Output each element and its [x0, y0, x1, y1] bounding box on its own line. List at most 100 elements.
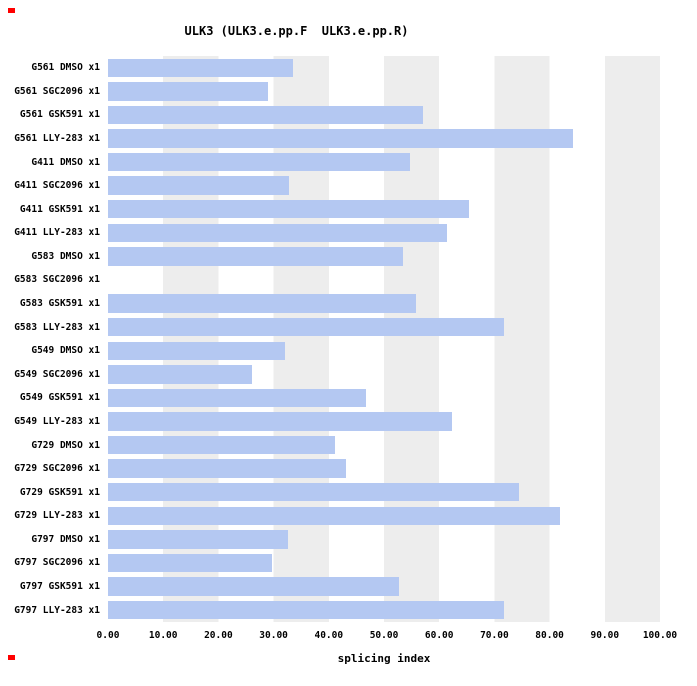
bar-track	[108, 600, 660, 620]
category-label: G411 LLY-283 x1	[14, 227, 100, 239]
category-label: G411 DMSO x1	[31, 156, 100, 168]
bar-track	[108, 176, 660, 195]
x-tick-label: 20.00	[204, 630, 233, 641]
x-tick-label: 70.00	[480, 630, 509, 641]
bar	[108, 435, 335, 455]
category-label: G797 SGC2096 x1	[14, 557, 100, 569]
x-tick-label: 90.00	[590, 630, 620, 641]
bar-track	[108, 129, 660, 148]
category-label: G549 LLY-283 x1	[14, 415, 100, 427]
bar-row: G797 DMSO x1	[0, 528, 660, 552]
category-label: G411 SGC2096 x1	[14, 180, 100, 192]
bar-track	[108, 294, 660, 313]
category-label: G561 GSK591 x1	[19, 109, 100, 121]
category-label: G797 GSK591 x1	[19, 581, 100, 592]
bar-track	[108, 365, 660, 384]
bar-row: G729 SGC2096 x1	[0, 457, 660, 481]
bar-row: G411 LLY-283 x1	[0, 221, 660, 245]
x-tick-label: 100.00	[642, 630, 678, 641]
category-label: G729 DMSO x1	[31, 439, 100, 451]
bar-row: G411 GSK591 x1	[0, 197, 660, 221]
bar-row: G729 LLY-283 x1	[0, 504, 660, 528]
bar	[108, 82, 269, 101]
category-label: G583 GSK591 x1	[19, 298, 100, 310]
category-label: G411 GSK591 x1	[19, 203, 100, 215]
bar-track	[108, 459, 660, 478]
x-axis-label: splicing index	[337, 652, 431, 665]
category-label: G549 SGC2096 x1	[14, 368, 100, 380]
category-label: G729 SGC2096 x1	[14, 463, 100, 475]
bar	[108, 506, 560, 525]
bar	[108, 577, 400, 596]
x-tick-label: 0.00	[96, 630, 120, 641]
bar	[108, 553, 273, 573]
category-label: G729 GSK591 x1	[19, 486, 100, 498]
bar-track	[108, 105, 660, 125]
red-marker-top-left	[8, 8, 15, 13]
bar-track	[108, 152, 660, 172]
x-tick-label: 50.00	[369, 630, 399, 641]
bar-row: G549 DMSO x1	[0, 339, 660, 363]
bar	[108, 365, 253, 384]
bar-row: G549 LLY-283 x1	[0, 410, 660, 434]
bar-row: G797 GSK591 x1	[0, 575, 660, 599]
x-tick-label: 30.00	[259, 630, 288, 641]
category-label: G583 LLY-283 x1	[14, 321, 100, 333]
bar-track	[108, 200, 660, 219]
bar-track	[108, 247, 660, 266]
bar	[108, 129, 574, 148]
bar	[108, 317, 505, 337]
bar	[108, 247, 403, 266]
bar-track	[108, 58, 660, 77]
bar-row: G583 GSK591 x1	[0, 292, 660, 316]
bar-row: G561 LLY-283 x1	[0, 127, 660, 151]
chart-title: ULK3 (ULK3.e.pp.F ULK3.e.pp.R)	[184, 24, 409, 38]
x-tick-label: 60.00	[424, 630, 454, 641]
bar-row: G411 DMSO x1	[0, 150, 660, 174]
x-tick-label: 80.00	[535, 630, 564, 641]
bar	[108, 294, 417, 313]
category-label: G549 DMSO x1	[31, 345, 100, 357]
bar-row: G549 GSK591 x1	[0, 386, 660, 410]
bar-row: G411 SGC2096 x1	[0, 174, 660, 198]
bar-row: G583 DMSO x1	[0, 245, 660, 269]
bar-track	[108, 412, 660, 431]
bar	[108, 176, 290, 195]
bar	[108, 105, 423, 125]
category-label: G561 DMSO x1	[31, 62, 100, 74]
bar-row: G797 SGC2096 x1	[0, 551, 660, 575]
category-label: G797 LLY-283 x1	[14, 604, 100, 616]
bar	[108, 530, 288, 549]
bar	[108, 600, 505, 620]
category-label: G583 SGC2096 x1	[14, 274, 100, 286]
bar	[108, 200, 469, 219]
category-label: G583 DMSO x1	[31, 250, 100, 262]
red-marker-bottom-left	[8, 655, 15, 660]
bar-track	[108, 553, 660, 573]
bar	[108, 459, 347, 478]
bar	[108, 388, 367, 408]
bar-track	[108, 82, 660, 101]
bar-track	[108, 317, 660, 337]
bar-row: G583 SGC2096 x1	[0, 268, 660, 292]
bar-row: G561 DMSO x1	[0, 56, 660, 80]
category-label: G729 LLY-283 x1	[14, 510, 100, 522]
bar-track	[108, 506, 660, 525]
category-label: G561 SGC2096 x1	[14, 85, 100, 97]
bar-row: G549 SGC2096 x1	[0, 363, 660, 387]
bar-track	[108, 341, 660, 360]
bar-track	[108, 530, 660, 549]
bar-row: G583 LLY-283 x1	[0, 315, 660, 339]
bar	[108, 412, 452, 431]
bar	[108, 58, 293, 77]
plot-background	[108, 56, 660, 622]
bar-track	[108, 483, 660, 502]
bar-row: G729 GSK591 x1	[0, 480, 660, 504]
bar-track	[108, 435, 660, 455]
x-tick-label: 40.00	[314, 630, 344, 641]
bar-track	[108, 271, 660, 289]
bar	[108, 223, 448, 243]
category-label: G797 DMSO x1	[31, 533, 100, 545]
bar-row: G729 DMSO x1	[0, 433, 660, 457]
bar-row: G561 SGC2096 x1	[0, 80, 660, 104]
